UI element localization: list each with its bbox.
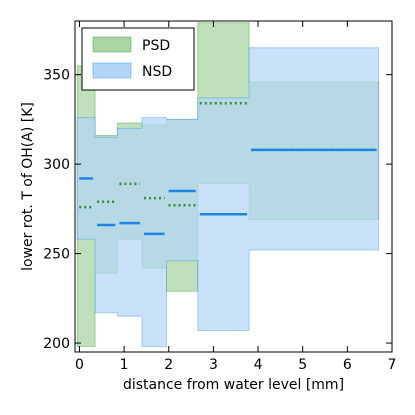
- series-fills: [76, 22, 380, 348]
- legend-swatch-psd: [92, 36, 132, 53]
- legend-swatch-nsd: [92, 62, 132, 79]
- series-mean-lines: [79, 102, 377, 236]
- x-tick-label-4: 4: [254, 357, 263, 373]
- x-tick-label-0: 0: [75, 357, 84, 373]
- band-nsd: [76, 47, 380, 348]
- axis-ticks: 0 1 2 3 4 5 6 7 200 250 300 350: [43, 21, 396, 373]
- legend-label-psd: PSD: [142, 38, 170, 54]
- y-tick-label-250: 250: [43, 247, 70, 263]
- x-axis-label: distance from water level [mm]: [123, 377, 344, 393]
- y-tick-label-350: 350: [43, 68, 70, 84]
- x-tick-label-1: 1: [120, 357, 129, 373]
- legend-label-nsd: NSD: [142, 64, 172, 80]
- y-axis-label: lower rot. T of OH(A) [K]: [20, 102, 36, 271]
- legend: PSD NSD: [81, 27, 195, 91]
- x-tick-label-5: 5: [298, 357, 307, 373]
- x-tick-label-7: 7: [388, 357, 397, 373]
- x-tick-label-2: 2: [164, 357, 173, 373]
- y-tick-label-300: 300: [43, 157, 70, 173]
- y-tick-label-200: 200: [43, 336, 70, 352]
- x-tick-label-6: 6: [343, 357, 352, 373]
- x-tick-label-3: 3: [209, 357, 218, 373]
- plot-frame: [74, 20, 393, 353]
